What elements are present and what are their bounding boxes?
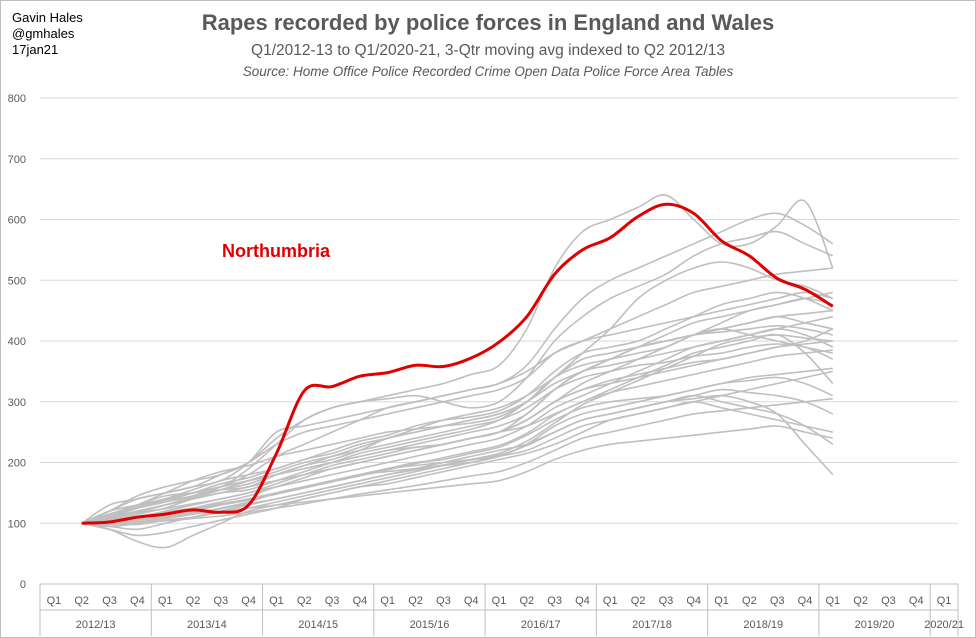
x-quarter-label: Q3: [102, 595, 117, 607]
force-series-line: [81, 309, 833, 525]
x-quarter-label: Q2: [297, 595, 312, 607]
x-quarter-label: Q1: [380, 595, 395, 607]
x-quarter-label: Q2: [631, 595, 646, 607]
x-quarter-label: Q3: [325, 595, 340, 607]
force-series-line: [81, 388, 834, 528]
x-year-label: 2016/17: [521, 619, 561, 631]
force-series-line: [81, 230, 834, 525]
x-quarter-label: Q3: [213, 595, 228, 607]
x-quarter-label: Q4: [130, 595, 145, 607]
y-tick-label: 800: [8, 93, 26, 105]
chart-source: Source: Home Office Police Recorded Crim…: [242, 64, 734, 79]
force-series-line: [81, 397, 833, 525]
x-quarter-label: Q3: [770, 595, 785, 607]
force-series-line: [81, 349, 833, 525]
x-quarter-label: Q2: [408, 595, 423, 607]
force-series-line: [81, 297, 833, 525]
force-series-line: [81, 328, 833, 525]
x-axis: Q1 Q2 Q3 Q4 Q1 Q2 Q3 Q4 Q1 Q2 Q3 Q4 Q1 Q2 Q3 Q4 Q1 Q2 Q3 Q4…: [39, 583, 964, 636]
force-series-line: [81, 370, 833, 525]
x-year-label: 2017/18: [632, 619, 672, 631]
force-series-line: [81, 328, 834, 525]
chart-subtitle: Q1/2012-13 to Q1/2020-21, 3-Qtr moving a…: [251, 42, 725, 59]
force-series-line: [81, 343, 834, 525]
x-quarter-label: Q2: [74, 595, 89, 607]
x-quarter-label: Q2: [519, 595, 534, 607]
force-series-line: [81, 291, 834, 525]
y-tick-label: 600: [8, 215, 26, 227]
force-series-line: [81, 324, 833, 525]
x-quarter-label: Q4: [353, 595, 368, 607]
y-tick-label: 0: [20, 579, 26, 591]
author-handle: @gmhales: [12, 26, 75, 41]
x-quarter-label: Q1: [603, 595, 618, 607]
x-year-label: 2015/16: [410, 619, 450, 631]
x-quarter-label: Q4: [909, 595, 924, 607]
x-quarter-label: Q1: [492, 595, 507, 607]
x-year-label: 2020/21: [924, 619, 964, 631]
x-quarter-label: Q4: [798, 595, 813, 607]
y-axis-ticks: 0 100 200 300 400 500 600 700 800: [8, 93, 26, 591]
x-quarter-label: Q1: [825, 595, 840, 607]
y-tick-label: 500: [8, 275, 26, 287]
x-quarter-label: Q3: [547, 595, 562, 607]
x-quarter-label: Q2: [742, 595, 757, 607]
northumbria-series-line: [81, 202, 834, 525]
x-quarter-label: Q3: [881, 595, 896, 607]
force-series-line: [81, 261, 834, 525]
northumbria-line-group: [81, 202, 834, 525]
y-tick-label: 100: [8, 518, 26, 530]
x-quarter-label: Q4: [241, 595, 256, 607]
force-series-line: [81, 400, 833, 537]
x-year-label: 2012/13: [76, 619, 116, 631]
chart-title: Rapes recorded by police forces in Engla…: [201, 10, 775, 35]
x-quarter-label: Q4: [464, 595, 479, 607]
y-tick-label: 200: [8, 458, 26, 470]
force-series-line: [81, 333, 834, 525]
northumbria-annotation: Northumbria: [222, 241, 331, 261]
force-series-line: [81, 328, 834, 525]
y-tick-label: 700: [8, 154, 26, 166]
x-quarter-label: Q4: [686, 595, 701, 607]
author-date: 17jan21: [12, 42, 59, 57]
force-series-line: [81, 367, 833, 549]
force-series-line: [81, 291, 833, 524]
x-quarter-label: Q3: [436, 595, 451, 607]
x-year-label: 2013/14: [187, 619, 227, 631]
y-tick-label: 300: [8, 397, 26, 409]
author-block: Gavin Hales @gmhales 17jan21: [12, 10, 83, 58]
author-name: Gavin Hales: [12, 10, 83, 25]
x-quarter-label: Q1: [714, 595, 729, 607]
x-quarter-label: Q4: [575, 595, 590, 607]
x-year-label: 2018/19: [743, 619, 783, 631]
force-series-line: [81, 315, 833, 525]
x-quarter-label: Q1: [937, 595, 952, 607]
x-year-label: 2014/15: [298, 619, 338, 631]
x-year-label: 2019/20: [855, 619, 895, 631]
x-quarter-label: Q1: [158, 595, 173, 607]
y-tick-label: 400: [8, 336, 26, 348]
x-quarter-label: Q2: [853, 595, 868, 607]
x-quarter-label: Q3: [659, 595, 674, 607]
x-quarter-label: Q2: [186, 595, 201, 607]
x-quarter-label: Q1: [47, 595, 62, 607]
other-forces-lines: [81, 194, 834, 549]
x-quarter-label: Q1: [269, 595, 284, 607]
